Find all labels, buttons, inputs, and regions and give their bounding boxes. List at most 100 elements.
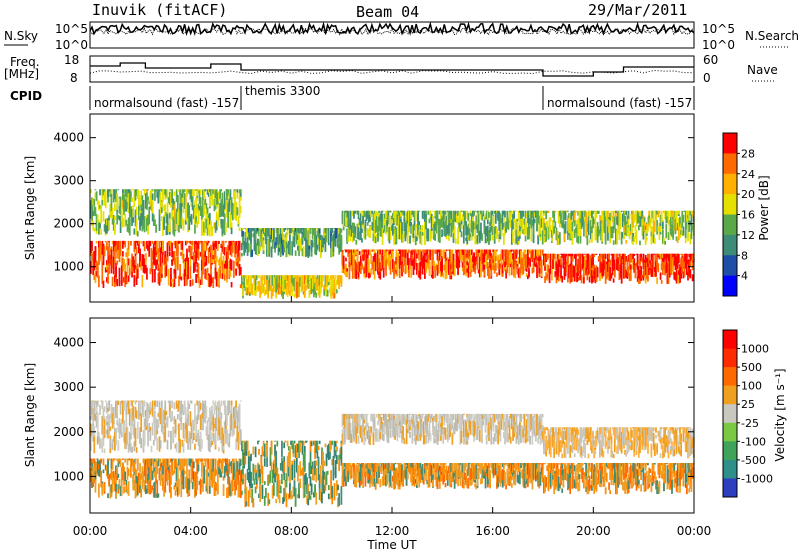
heatmap-cell [182,422,185,439]
heatmap-cell [276,440,279,447]
heatmap-cell [492,256,495,263]
heatmap-cell [416,223,418,228]
heatmap-cell [172,217,175,235]
heatmap-cell [291,228,294,233]
heatmap-cell [286,243,289,249]
heatmap-cell [469,210,472,214]
heatmap-cell [164,266,167,278]
heatmap-cell [266,275,268,280]
heatmap-cell [103,406,106,412]
heatmap-cell [261,275,264,281]
heatmap-cell [457,227,459,245]
heatmap-cell [544,264,546,271]
heatmap-cell [166,242,169,260]
heatmap-cell [532,257,535,272]
heatmap-cell [128,211,131,226]
heatmap-cell [345,476,347,487]
heatmap-cell [609,266,612,281]
heatmap-cell [498,259,501,270]
heatmap-cell [230,281,233,288]
heatmap-cell [235,258,238,266]
heatmap-cell [132,189,135,191]
heatmap-cell [339,454,342,459]
heatmap-cell [141,195,144,212]
heatmap-cell [549,253,552,263]
heatmap-cell [358,471,361,488]
heatmap-cell [647,253,649,268]
heatmap-cell [530,226,533,242]
heatmap-cell [221,192,224,207]
heatmap-cell [585,221,588,239]
heatmap-cell [176,463,179,480]
heatmap-cell [612,240,615,245]
heatmap-cell [348,219,351,236]
heatmap-cell [271,288,274,297]
heatmap-cell [366,254,369,265]
heatmap-cell [109,473,112,479]
heatmap-cell [321,447,323,466]
heatmap-cell [92,198,95,205]
heatmap-cell [339,275,342,283]
heatmap-cell [262,228,265,234]
heatmap-cell [123,426,125,443]
heatmap-cell [221,427,224,447]
heatmap-cell [134,400,137,405]
heatmap-cell [261,446,264,456]
heatmap-cell [102,433,105,447]
heatmap-cell [211,468,214,481]
heatmap-cell [297,493,299,499]
heatmap-cell [476,210,479,228]
heatmap-cell [93,228,96,232]
heatmap-cell [218,400,220,408]
heatmap-cell [128,202,131,215]
heatmap-cell [548,220,551,234]
freq-tick-top: 18 [64,53,79,67]
heatmap-cell [380,259,383,269]
heatmap-cell [244,488,247,494]
heatmap-cell [221,260,224,277]
heatmap-cell [173,485,176,490]
heatmap-cell [681,210,684,228]
heatmap-cell [533,210,536,213]
heatmap-cell [332,275,335,277]
heatmap-cell [282,497,284,504]
heatmap-cell [608,253,610,260]
heatmap-cell [91,458,93,472]
heatmap-cell [259,228,262,230]
heatmap-cell [383,251,386,256]
nsky-label: N.Sky [4,29,38,43]
heatmap-cell [652,257,655,265]
heatmap-cell [190,246,193,257]
heatmap-cell [266,248,268,256]
heatmap-cell [179,458,181,460]
heatmap-cell [585,211,588,226]
heatmap-cell [175,472,178,481]
heatmap-cell [159,266,162,282]
heatmap-cell [202,246,204,263]
heatmap-cell [465,221,467,236]
heatmap-cell [90,240,92,247]
heatmap-cell [424,252,426,271]
heatmap-cell [199,189,202,195]
heatmap-cell [179,264,181,278]
heatmap-cell [307,275,310,282]
heatmap-cell [624,224,626,233]
heatmap-cell [351,249,354,260]
heatmap-cell [342,268,345,274]
heatmap-cell [486,225,489,242]
heatmap-cell [345,257,347,262]
heatmap-cell [674,210,677,219]
heatmap-cell [673,210,676,223]
heatmap-cell [237,406,240,418]
heatmap-cell [189,458,192,467]
heatmap-cell [553,253,556,259]
heatmap-cell [522,268,525,275]
heatmap-cell [623,210,625,226]
heatmap-cell [522,210,525,217]
heatmap-cell [675,263,678,269]
heatmap-cell [331,485,334,499]
heatmap-cell [577,253,580,257]
heatmap-cell [295,443,298,462]
heatmap-cell [257,228,259,232]
heatmap-cell [157,272,160,285]
